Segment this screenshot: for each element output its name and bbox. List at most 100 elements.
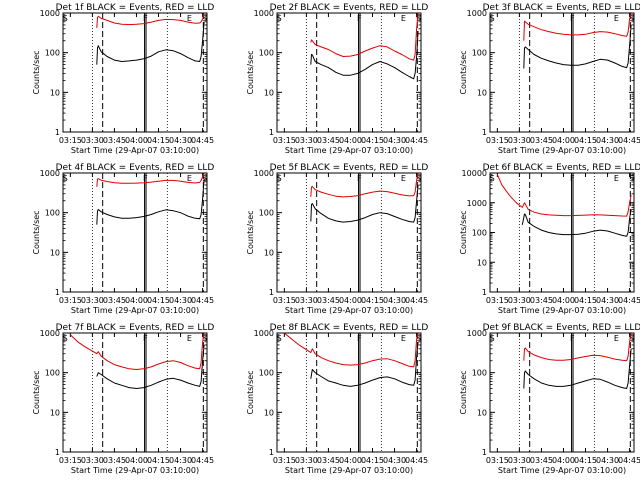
events-series-line [96,344,205,389]
x-tick-label: 04:00 [552,136,575,145]
event-marker-label: E [614,14,619,23]
event-marker-label: E [401,334,406,343]
x-tick-label: 04:00 [339,456,362,465]
y-axis-label: Counts/sec [32,50,41,94]
panel-title: Det 4f BLACK = Events, RED = LLD [56,163,215,173]
x-tick-label: 04:45 [405,456,428,465]
event-marker-label: S [277,174,282,183]
panel-title: Det 1f BLACK = Events, RED = LLD [56,3,215,13]
y-tick-label: 1000 [467,199,487,208]
panel-det-8: Det 8f BLACK = Events, RED = LLD 1 10 100 10… [246,323,428,475]
x-tick-label: 03:45 [103,136,126,145]
x-tick-label: 04:15 [361,456,384,465]
event-marker-label: S [490,14,495,23]
x-axis-label: Start Time (29-Apr-07 03:10:00) [498,466,626,475]
y-tick-label: 10 [50,248,60,257]
panel-det-1: Det 1f BLACK = Events, RED = LLD 1 10 100 10… [32,3,214,155]
x-axis-label: Start Time (29-Apr-07 03:10:00) [498,146,626,155]
panel-det-3: Det 3f BLACK = Events, RED = LLD 1 10 100 10… [459,3,640,155]
y-tick-label: 1000 [254,329,274,338]
event-marker-label: S [629,14,634,23]
event-marker-label: S [63,174,68,183]
y-axis-label: Counts/sec [459,370,468,414]
x-axis-label: Start Time (29-Apr-07 03:10:00) [71,146,199,155]
y-tick-label: 1 [482,128,487,137]
lld-series-line [310,12,419,61]
x-tick-label: 04:15 [147,136,170,145]
lld-series-line [96,12,205,28]
x-tick-label: 03:30 [81,296,104,305]
event-marker-label: S [629,334,634,343]
x-tick-label: 04:00 [125,456,148,465]
x-tick-label: 03:30 [295,136,318,145]
events-series-line [310,341,419,387]
event-marker-label: S [490,174,495,183]
event-marker-label: S [202,14,207,23]
y-axis-label: Counts/sec [459,50,468,94]
x-tick-label: 04:00 [552,296,575,305]
y-tick-label: 1000 [467,329,487,338]
x-tick-label: 04:30 [596,296,619,305]
x-tick-label: 04:30 [596,136,619,145]
panel-det-6: Det 6f BLACK = Events, RED = LLD 1 10 100 10… [459,163,640,315]
y-tick-label: 1 [482,288,487,297]
event-marker-label: E [614,334,619,343]
y-tick-label: 1 [55,128,60,137]
x-axis-label: Start Time (29-Apr-07 03:10:00) [285,466,413,475]
x-tick-label: 04:00 [125,136,148,145]
event-marker-label: F [143,334,148,343]
x-tick-label: 03:45 [103,456,126,465]
x-tick-label: 03:30 [508,456,531,465]
x-tick-label: 03:30 [81,136,104,145]
y-tick-label: 1 [55,288,60,297]
y-tick-label: 1 [269,448,274,457]
x-tick-label: 04:30 [383,456,406,465]
x-tick-label: 03:45 [103,296,126,305]
x-tick-label: 04:30 [169,456,192,465]
y-tick-label: 1 [55,448,60,457]
x-tick-label: 04:30 [169,296,192,305]
panel-det-2: Det 2f BLACK = Events, RED = LLD 1 10 100 10… [246,3,428,155]
y-tick-label: 1 [269,288,274,297]
event-marker-label: E [187,174,192,183]
event-marker-label: F [357,14,362,23]
panel-title: Det 2f BLACK = Events, RED = LLD [270,3,429,13]
y-axis-label: Counts/sec [459,210,468,254]
lld-series-line [496,174,632,217]
x-tick-label: 03:15 [486,296,509,305]
panel-det-5: Det 5f BLACK = Events, RED = LLD 1 10 100 10… [246,163,428,315]
x-tick-label: 03:45 [317,456,340,465]
x-tick-label: 03:15 [273,296,296,305]
panel-title: Det 9f BLACK = Events, RED = LLD [483,323,640,333]
x-tick-label: 03:15 [59,456,82,465]
event-marker-label: E [187,14,192,23]
y-tick-label: 1000 [40,9,60,18]
panel-title: Det 6f BLACK = Events, RED = LLD [483,163,640,173]
lld-series-line [310,172,419,198]
events-series-line [523,24,632,69]
y-tick-label: 100 [259,209,274,218]
plot-frame [62,172,208,293]
x-tick-label: 03:45 [530,136,553,145]
y-axis-label: Counts/sec [32,370,41,414]
x-tick-label: 03:45 [317,296,340,305]
event-marker-label: E [401,174,406,183]
y-tick-label: 1000 [40,329,60,338]
x-tick-label: 04:45 [618,136,640,145]
event-marker-label: F [143,14,148,23]
x-tick-label: 04:45 [191,296,214,305]
events-series-line [310,184,419,223]
panel-title: Det 7f BLACK = Events, RED = LLD [56,323,215,333]
events-series-line [96,179,205,225]
event-marker-label: S [63,14,68,23]
y-tick-label: 1000 [40,169,60,178]
x-tick-label: 04:15 [361,296,384,305]
y-tick-label: 100 [259,369,274,378]
x-tick-label: 04:15 [361,136,384,145]
y-tick-label: 100 [472,369,487,378]
y-tick-label: 100 [472,49,487,58]
x-tick-label: 04:30 [169,136,192,145]
x-tick-label: 04:15 [574,136,597,145]
plot-frame [489,12,635,133]
